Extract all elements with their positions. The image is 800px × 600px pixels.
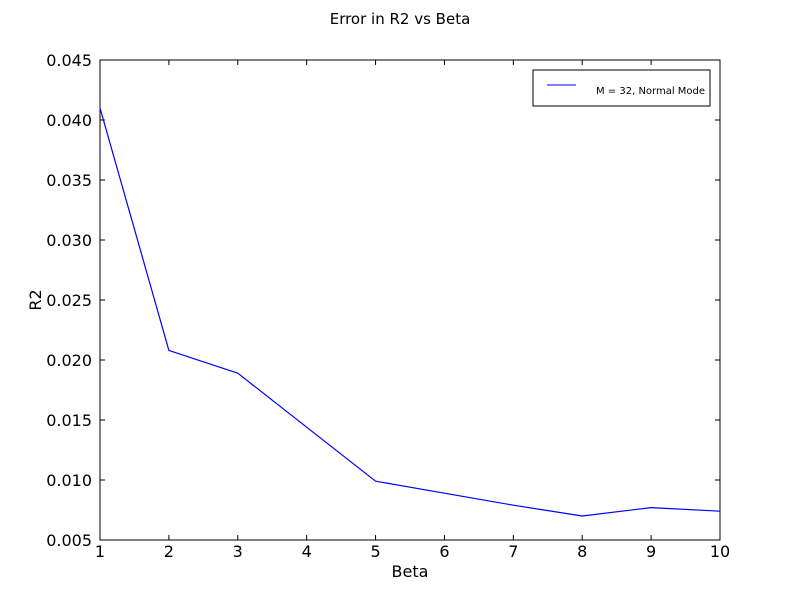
chart-title: Error in R2 vs Beta	[330, 10, 471, 28]
legend: M = 32, Normal Mode	[532, 69, 711, 107]
plot-frame	[99, 59, 721, 541]
axis-ticks: 1 2 3 4 5 6 7 8 9 10 0.005 0.010 0.015 0.020 0.025 0.03…	[46, 51, 730, 561]
series-line	[99, 107, 721, 517]
x-tick-label: 6	[439, 542, 449, 561]
x-tick-label: 4	[302, 542, 312, 561]
y-tick-label: 0.005	[46, 531, 92, 550]
y-tick-label: 0.025	[46, 291, 92, 310]
x-axis-label: Beta	[392, 562, 429, 581]
x-tick-label: 2	[164, 542, 174, 561]
x-tick-label: 3	[233, 542, 243, 561]
y-tick-label: 0.045	[46, 51, 92, 70]
y-tick-label: 0.010	[46, 471, 92, 490]
y-axis-label: R2	[26, 289, 45, 310]
y-tick-label: 0.015	[46, 411, 92, 430]
series-layer	[99, 107, 721, 517]
y-tick-label: 0.040	[46, 111, 92, 130]
x-tick-label: 7	[508, 542, 518, 561]
x-tick-label: 8	[577, 542, 587, 561]
x-tick-label: 5	[370, 542, 380, 561]
legend-label: M = 32, Normal Mode	[596, 86, 705, 97]
y-tick-label: 0.020	[46, 351, 92, 370]
y-tick-label: 0.030	[46, 231, 92, 250]
x-tick-label: 10	[710, 542, 730, 561]
legend-box	[532, 69, 711, 107]
y-tick-label: 0.035	[46, 171, 92, 190]
x-tick-label: 9	[646, 542, 656, 561]
x-tick-label: 1	[95, 542, 105, 561]
plot-area-border	[99, 59, 721, 541]
